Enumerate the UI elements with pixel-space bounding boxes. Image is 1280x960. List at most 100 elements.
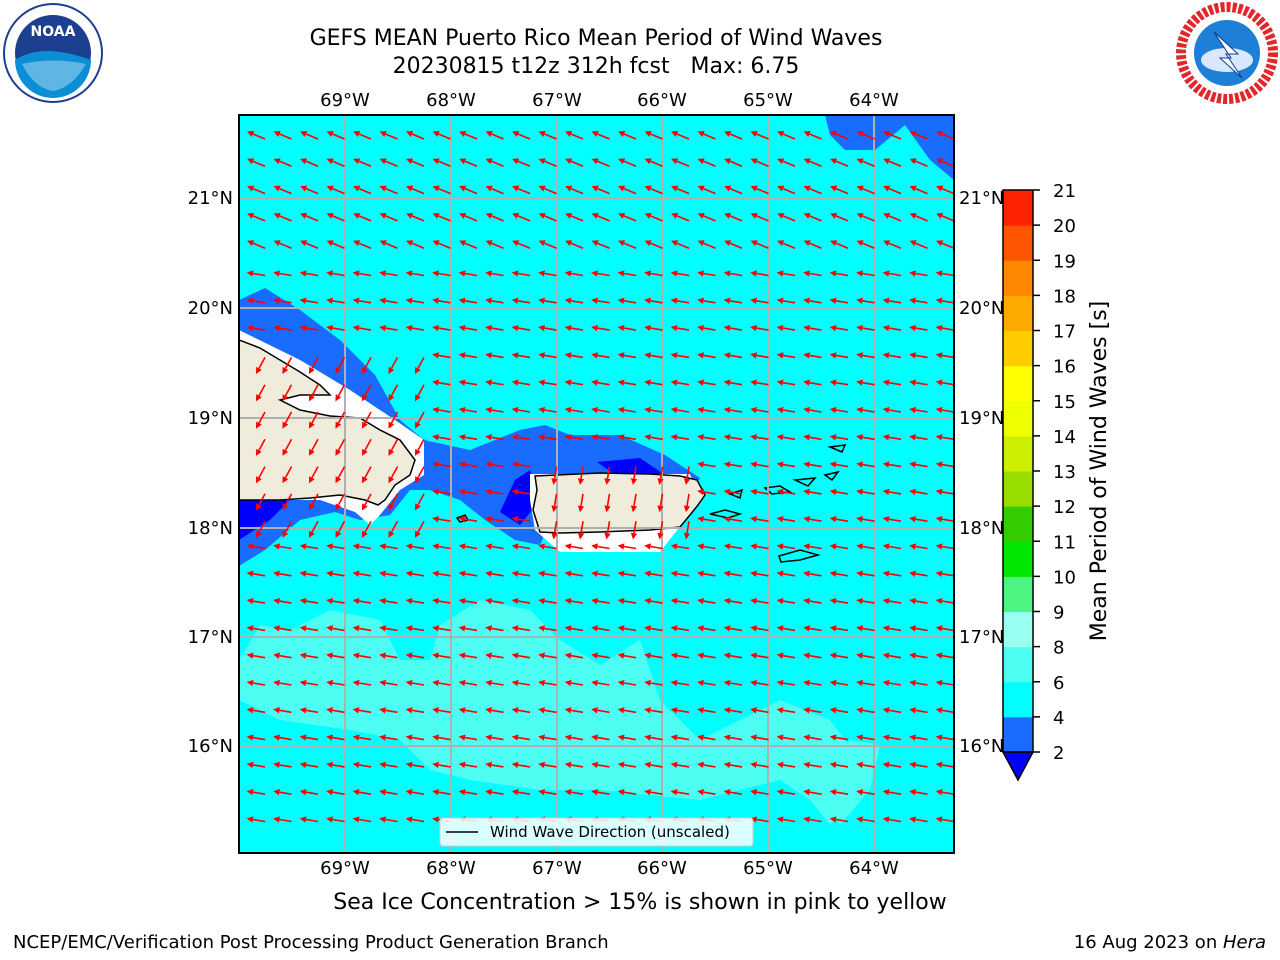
wind-wave-arrow <box>723 679 743 687</box>
wind-wave-arrow <box>511 434 531 441</box>
wind-wave-arrow <box>538 297 557 304</box>
wind-wave-arrow <box>591 543 610 550</box>
wind-wave-arrow <box>909 734 928 741</box>
wind-wave-arrow <box>591 212 610 222</box>
wind-wave-arrow <box>829 734 849 741</box>
wind-wave-arrow <box>723 461 743 468</box>
wind-wave-arrow <box>882 516 902 523</box>
wind-wave-arrow <box>909 516 928 523</box>
wind-wave-arrow <box>776 406 796 414</box>
wind-wave-arrow <box>326 297 345 304</box>
wind-wave-arrow <box>379 652 398 659</box>
wind-wave-arrow <box>883 212 902 222</box>
wind-wave-arrow <box>247 158 266 168</box>
wind-wave-arrow <box>909 379 928 386</box>
wind-wave-arrow <box>458 761 478 769</box>
wind-wave-arrow <box>538 352 557 359</box>
wind-wave-arrow <box>538 734 557 741</box>
wind-wave-arrow <box>255 438 266 456</box>
wind-wave-arrow <box>776 625 796 632</box>
wind-wave-arrow <box>909 543 928 550</box>
wind-wave-arrow <box>564 597 584 605</box>
wind-wave-arrow <box>335 493 346 511</box>
lon-label: 67°W <box>532 858 582 879</box>
wind-wave-arrow <box>856 158 875 168</box>
lon-label: 66°W <box>637 858 687 879</box>
wind-wave-arrow <box>458 652 478 659</box>
wind-wave-arrow <box>697 185 716 195</box>
wind-wave-arrow <box>856 543 875 550</box>
wind-wave-arrow <box>856 816 875 823</box>
wind-wave-arrow <box>591 406 610 414</box>
wind-wave-arrow <box>414 438 425 456</box>
wind-wave-arrow <box>856 185 875 195</box>
wind-wave-arrow <box>591 734 610 741</box>
lon-label: 69°W <box>320 90 370 111</box>
wind-wave-arrow <box>511 789 531 796</box>
wind-wave-arrow <box>565 212 584 222</box>
wind-wave-arrow <box>432 185 451 195</box>
wind-wave-arrow <box>670 679 690 687</box>
wind-wave-arrow <box>458 488 478 496</box>
wind-wave-arrow <box>776 543 796 550</box>
wind-wave-arrow <box>644 324 663 332</box>
wind-wave-arrow <box>282 438 293 456</box>
wind-wave-arrow <box>644 406 663 414</box>
wind-wave-arrow <box>697 597 716 605</box>
wind-wave-arrow <box>511 570 531 577</box>
wind-wave-arrow <box>723 625 743 632</box>
wind-wave-arrow <box>776 516 796 523</box>
wind-wave-arrow <box>723 270 743 277</box>
wind-wave-arrow <box>379 543 398 550</box>
wind-wave-arrow <box>485 212 504 222</box>
wind-wave-arrow <box>564 324 584 332</box>
wind-wave-arrow <box>935 406 954 414</box>
wind-wave-arrow <box>644 625 663 632</box>
lat-label: 18°N <box>959 518 1004 539</box>
wind-wave-arrow <box>591 297 610 304</box>
wind-wave-arrow <box>750 707 769 714</box>
wind-wave-arrow <box>511 707 531 714</box>
wind-wave-arrow <box>724 212 743 222</box>
wind-wave-arrow <box>617 597 637 605</box>
wind-wave-arrow <box>273 131 292 140</box>
wind-wave-arrow <box>803 185 822 195</box>
wind-wave-arrow <box>670 625 690 632</box>
wind-wave-arrow <box>776 570 796 577</box>
wind-wave-arrow <box>246 270 266 277</box>
wind-wave-arrow <box>856 297 875 304</box>
colorbar-tick-label: 16 <box>1053 357 1076 378</box>
wind-wave-arrow <box>564 434 584 441</box>
wind-wave-arrow <box>247 185 266 195</box>
wind-wave-arrow <box>909 240 928 249</box>
colorbar-tick-label: 20 <box>1053 216 1076 237</box>
wind-wave-arrow <box>909 597 928 605</box>
wind-wave-arrow <box>829 597 849 605</box>
wind-wave-arrow <box>352 707 372 714</box>
wind-wave-arrow <box>909 185 928 195</box>
wind-wave-arrows <box>246 131 954 823</box>
wind-wave-arrow <box>511 297 531 304</box>
wind-wave-arrow <box>326 240 345 249</box>
wind-wave-arrow <box>830 185 849 195</box>
wind-wave-arrow <box>829 652 849 659</box>
wind-wave-arrow <box>565 131 584 140</box>
wind-wave-arrow <box>936 158 954 168</box>
wind-wave-arrow <box>432 270 451 277</box>
wind-wave-arrow <box>388 466 399 484</box>
wind-wave-arrow <box>657 466 664 485</box>
wind-wave-arrow <box>352 297 372 304</box>
wind-wave-arrow <box>644 212 663 222</box>
footer-host: Hera <box>1222 932 1266 953</box>
wind-wave-arrow <box>776 597 796 605</box>
wind-wave-arrow <box>352 570 372 577</box>
lon-label: 64°W <box>849 858 899 879</box>
wind-wave-arrow <box>538 570 557 577</box>
wind-wave-arrow <box>697 406 716 414</box>
wind-wave-arrow <box>388 411 399 429</box>
wind-wave-arrow <box>388 357 399 375</box>
wind-wave-arrow <box>273 297 292 304</box>
wind-wave-arrow <box>935 461 954 468</box>
wind-wave-arrow <box>697 324 716 332</box>
wind-wave-arrow <box>670 434 690 441</box>
